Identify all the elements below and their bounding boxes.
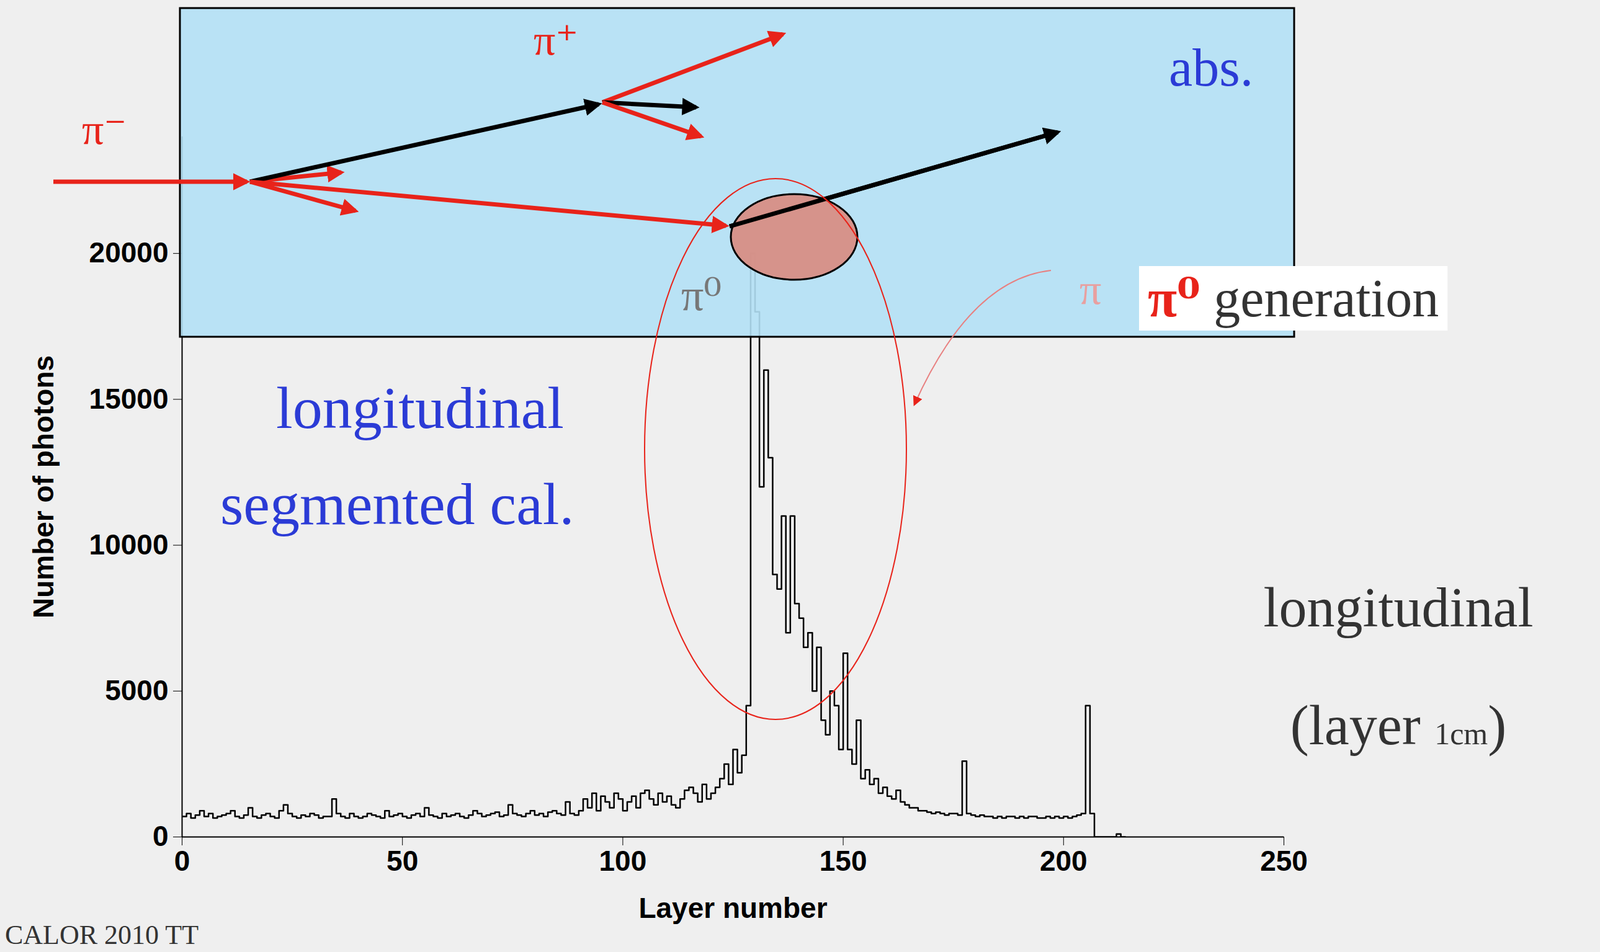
svg-text:CALOR 2010 TT: CALOR 2010 TT	[4, 920, 199, 951]
svg-text:longitudinal: longitudinal	[1263, 576, 1534, 639]
svg-text:200: 200	[1039, 844, 1088, 878]
svg-text:0: 0	[174, 844, 191, 878]
svg-text:50: 50	[386, 844, 419, 878]
svg-text:20000: 20000	[89, 236, 169, 269]
svg-text:π⁰: π⁰	[681, 270, 722, 321]
svg-text:(layer 1cm): (layer 1cm)	[1290, 694, 1507, 757]
svg-text:abs.: abs.	[1168, 37, 1254, 98]
svg-text:π: π	[1079, 265, 1102, 314]
svg-text:10000: 10000	[89, 528, 169, 561]
svg-text:π⁺: π⁺	[533, 16, 579, 64]
svg-text:0: 0	[152, 820, 169, 853]
svg-text:250: 250	[1260, 844, 1308, 878]
svg-text:150: 150	[819, 844, 868, 878]
svg-text:Layer number: Layer number	[638, 892, 827, 925]
svg-text:π⁻: π⁻	[81, 105, 127, 154]
svg-text:100: 100	[599, 844, 648, 878]
svg-text:π⁰ generation: π⁰ generation	[1147, 268, 1439, 329]
svg-text:longitudinal: longitudinal	[276, 374, 564, 442]
svg-text:15000: 15000	[89, 382, 169, 416]
svg-text:segmented cal.: segmented cal.	[220, 470, 574, 538]
svg-text:5000: 5000	[104, 674, 169, 707]
svg-text:Number of photons: Number of photons	[27, 355, 60, 619]
